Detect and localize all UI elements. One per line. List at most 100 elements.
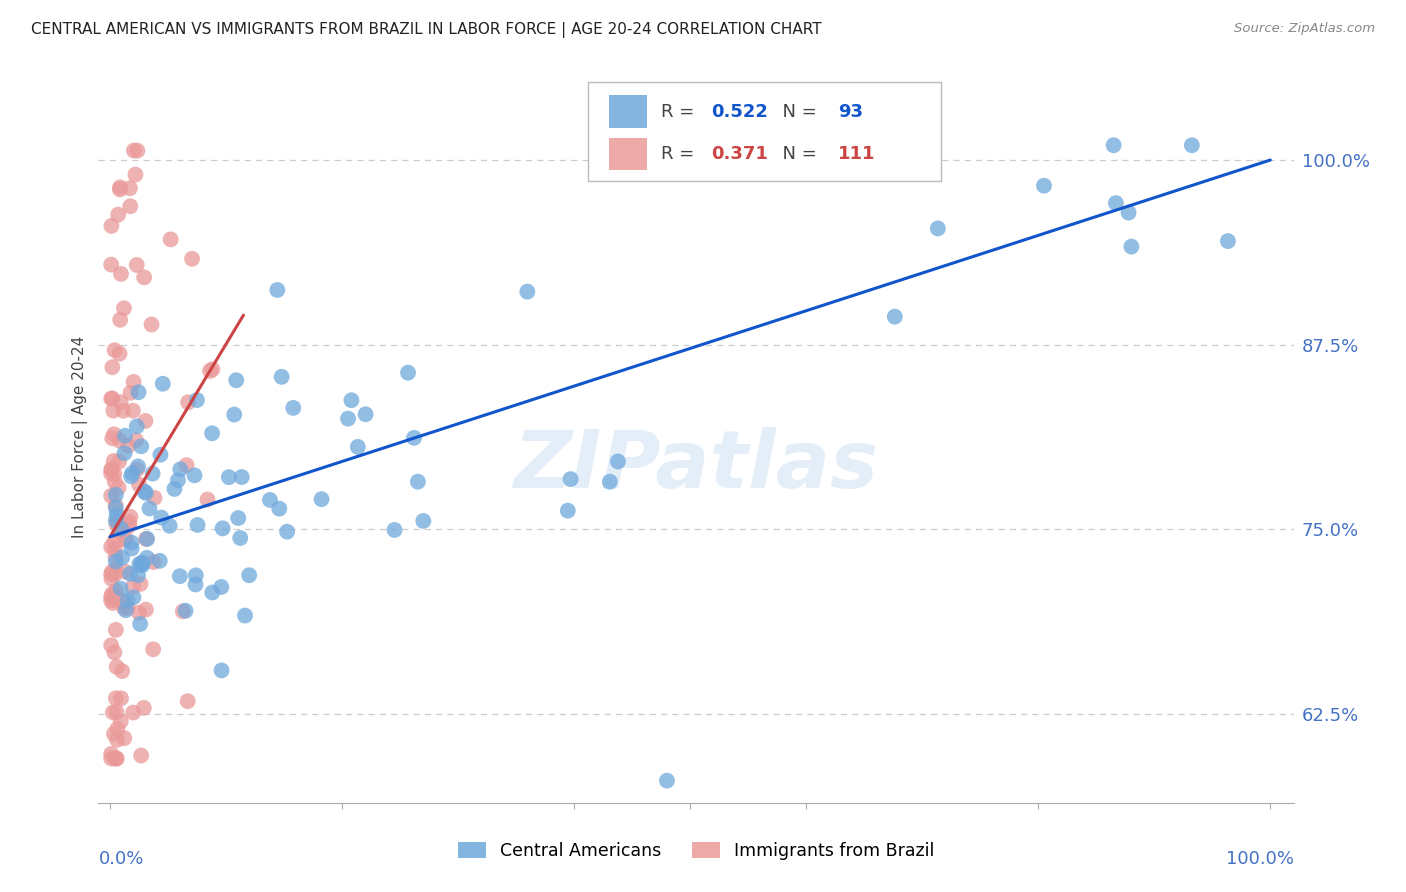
Point: [108, 180, 131, 194]
Point: [128, 606, 150, 620]
Point: [135, 486, 157, 500]
Point: [283, 401, 305, 415]
Point: [104, 751, 127, 765]
Point: [125, 419, 148, 434]
Point: [129, 617, 152, 632]
Point: [159, 518, 181, 533]
Point: [101, 392, 124, 406]
Point: [105, 592, 128, 607]
Point: [134, 414, 156, 428]
Point: [103, 645, 125, 659]
Point: [105, 705, 128, 719]
Point: [167, 473, 190, 487]
Point: [340, 393, 363, 408]
Point: [122, 375, 145, 389]
Point: [127, 568, 149, 582]
Point: [118, 515, 141, 529]
Point: [104, 555, 127, 569]
Point: [150, 510, 173, 524]
Point: [121, 535, 143, 549]
Point: [149, 554, 172, 568]
Point: [112, 731, 135, 746]
Point: [1216, 234, 1239, 248]
Point: [354, 407, 377, 421]
Point: [100, 572, 122, 586]
Point: [201, 362, 224, 376]
Point: [104, 549, 127, 564]
Point: [127, 459, 149, 474]
Point: [1033, 178, 1056, 193]
Point: [110, 395, 132, 409]
Point: [115, 533, 138, 547]
Text: 0.522: 0.522: [711, 103, 769, 120]
Point: [104, 623, 127, 637]
Point: [111, 550, 134, 565]
Point: [100, 258, 122, 272]
Point: [883, 310, 905, 324]
Point: [655, 773, 678, 788]
Point: [143, 491, 166, 505]
Point: [1102, 138, 1125, 153]
Point: [229, 531, 252, 545]
Point: [218, 470, 240, 484]
Point: [136, 532, 159, 546]
Point: [201, 426, 224, 441]
Point: [108, 347, 131, 361]
Point: [599, 475, 621, 489]
Point: [128, 557, 150, 571]
Point: [105, 660, 128, 674]
Point: [1181, 138, 1204, 153]
Point: [927, 221, 949, 235]
Point: [120, 199, 142, 213]
Point: [114, 565, 136, 579]
Text: R =: R =: [661, 103, 700, 120]
Point: [125, 434, 148, 448]
Point: [337, 411, 360, 425]
Point: [110, 582, 132, 596]
Point: [238, 568, 260, 582]
Text: ZIPatlas: ZIPatlas: [513, 427, 879, 506]
Legend: Central Americans, Immigrants from Brazil: Central Americans, Immigrants from Brazi…: [458, 842, 934, 860]
Point: [197, 492, 219, 507]
Point: [108, 182, 131, 196]
Point: [104, 514, 127, 528]
Point: [100, 540, 122, 554]
Point: [101, 565, 124, 579]
Point: [129, 748, 152, 763]
Point: [131, 558, 153, 572]
Point: [110, 714, 132, 729]
FancyBboxPatch shape: [589, 82, 941, 181]
Text: 100.0%: 100.0%: [1226, 850, 1294, 868]
Point: [187, 518, 209, 533]
Point: [104, 691, 127, 706]
Point: [103, 535, 125, 549]
Point: [233, 608, 256, 623]
Point: [135, 532, 157, 546]
Point: [105, 751, 128, 765]
Point: [100, 590, 122, 604]
Point: [104, 475, 127, 489]
Point: [117, 600, 139, 615]
Point: [103, 427, 125, 442]
Point: [104, 501, 127, 516]
Point: [104, 488, 127, 502]
Point: [259, 492, 281, 507]
Point: [224, 408, 246, 422]
Point: [105, 508, 128, 522]
Point: [107, 481, 129, 495]
FancyBboxPatch shape: [609, 137, 647, 169]
Point: [131, 558, 153, 573]
Point: [122, 403, 145, 417]
Point: [226, 511, 249, 525]
Point: [105, 732, 128, 747]
Point: [128, 477, 150, 491]
Point: [225, 373, 247, 387]
Point: [560, 472, 582, 486]
Point: [104, 566, 127, 581]
Point: [516, 285, 538, 299]
Text: 0.371: 0.371: [711, 145, 769, 162]
Point: [112, 301, 135, 316]
Point: [112, 595, 135, 609]
Text: CENTRAL AMERICAN VS IMMIGRANTS FROM BRAZIL IN LABOR FORCE | AGE 20-24 CORRELATIO: CENTRAL AMERICAN VS IMMIGRANTS FROM BRAZ…: [31, 22, 821, 38]
Text: Source: ZipAtlas.com: Source: ZipAtlas.com: [1234, 22, 1375, 36]
